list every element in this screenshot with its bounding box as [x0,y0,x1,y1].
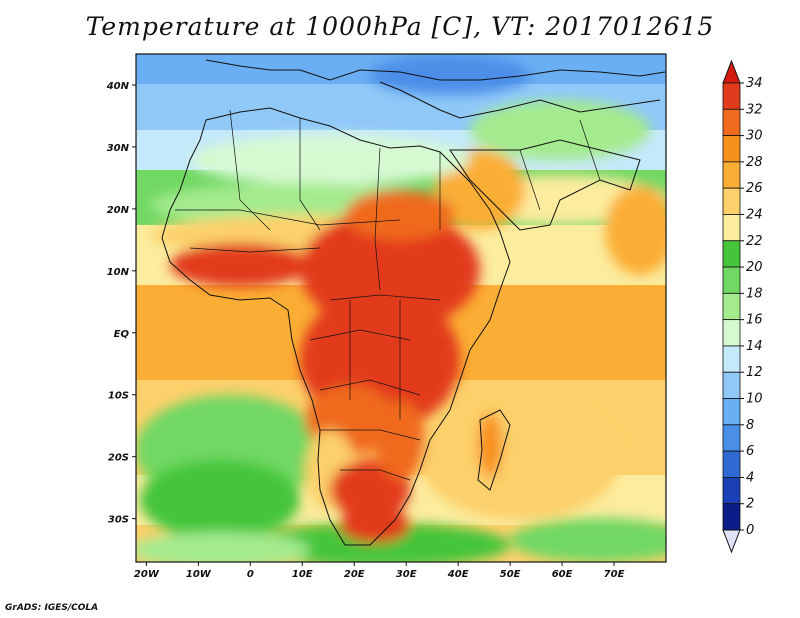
longitude-axis: 20W 10W 0 10E 20E 30E 40E 50E 60E 70E [134,562,625,580]
colorbar-label: 28 [746,155,763,170]
lon-tick-label: 20W [134,569,160,580]
colorbar-segment [722,424,741,452]
lat-tick-label: 20S [108,453,129,464]
colorbar-label: 8 [746,418,754,433]
colorbar-segment [722,161,741,189]
colorbar-segment [722,292,741,321]
map-border [135,53,667,563]
colorbar-label: 18 [746,286,763,301]
lat-tick-label: 20N [107,205,130,216]
colorbar-label: 24 [746,207,763,222]
lat-tick-label: 30N [107,143,130,154]
colorbar-label: 22 [746,234,763,249]
colorbar-label: 20 [746,260,763,275]
colorbar-label: 4 [746,470,754,485]
colorbar-label: 10 [746,392,763,407]
coastlines [161,59,666,546]
latitude-axis: 40N 30N 20N 10N EQ 10S 20S 30S [106,81,136,526]
lon-tick-label: 30E [396,569,417,580]
colorbar-segment [722,82,741,110]
colorbar-segment [722,266,741,294]
lon-tick-label: 0 [247,569,254,580]
colorbar-label: 6 [746,444,754,459]
lon-tick-label: 70E [604,569,625,580]
colorbar-label: 32 [746,102,763,117]
lon-tick-label: 50E [500,569,521,580]
colorbar-segment [722,214,741,242]
map-title: Temperature at 1000hPa [C], VT: 20170126… [85,12,715,41]
colorbar-segment [722,135,741,163]
grads-credit: GrADS: IGES/COLA [5,603,99,613]
lat-tick-label: 10N [107,267,130,278]
lat-tick-label: 30S [108,515,129,526]
colorbar-segment [722,371,741,399]
lat-tick-label: EQ [114,329,130,340]
lat-tick-label: 10S [108,391,129,402]
colorbar-label: 14 [746,339,763,354]
colorbar-segment [722,240,741,268]
colorbar-label: 30 [746,129,763,144]
colorbar-segment [722,450,741,478]
colorbar-label: 34 [746,76,763,91]
colorbar-label: 26 [746,181,763,196]
colorbar-label: 0 [746,523,754,538]
lon-tick-label: 40E [447,569,469,580]
colorbar-segment [722,187,741,215]
map-area [136,54,666,562]
country-borders [175,109,601,481]
colorbar-over-arrow [722,59,741,84]
lon-tick-label: 10W [186,569,212,580]
colorbar-label: 16 [746,313,763,328]
colorbar-segment [722,398,741,426]
colorbar-segment [722,345,741,373]
colorbar-segment [722,319,741,347]
colorbar-segment [722,503,741,531]
lon-tick-label: 60E [552,569,573,580]
lat-tick-label: 40N [106,81,130,92]
colorbar-label: 12 [746,365,763,380]
colorbar-label: 2 [746,497,754,512]
lon-tick-label: 10E [292,569,313,580]
lon-tick-label: 20E [344,569,365,580]
colorbar-segment [722,108,741,136]
colorbar-segment [722,477,741,505]
colorbar-under-arrow [722,529,741,554]
